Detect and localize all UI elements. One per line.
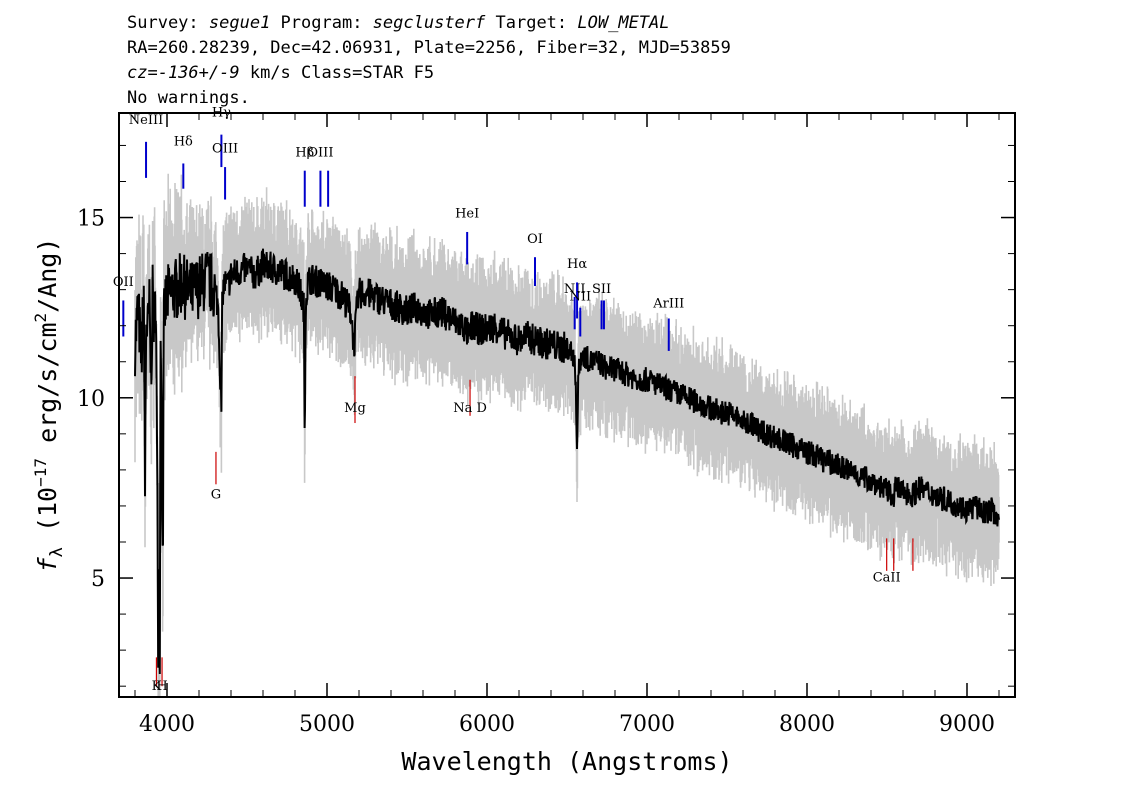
header-segment: cz=-136+/-9 bbox=[127, 63, 240, 83]
x-tick-label: 9000 bbox=[939, 712, 995, 737]
y-axis-title-part: f bbox=[33, 556, 62, 572]
absorption-line-label: Na D bbox=[453, 401, 487, 416]
emission-line-label: NeIII bbox=[129, 113, 163, 128]
x-tick-label: 5000 bbox=[299, 712, 355, 737]
emission-line-label: Hα bbox=[567, 257, 587, 272]
y-axis-title: fλ (10−17 erg/s/cm2/Ang) bbox=[31, 238, 67, 573]
flux-line bbox=[134, 248, 1000, 675]
emission-line-label: HeI bbox=[455, 207, 479, 222]
y-axis-title-part: 2 bbox=[31, 313, 50, 323]
x-tick-label: 7000 bbox=[619, 712, 675, 737]
emission-line-label: Hδ bbox=[174, 134, 193, 149]
y-axis-title-part: erg/s/cm bbox=[33, 323, 62, 458]
emission-line-label: SII bbox=[592, 282, 611, 297]
x-tick-label: 4000 bbox=[139, 712, 195, 737]
header: Survey: segue1 Program: segclusterf Targ… bbox=[127, 13, 731, 108]
x-axis-title: Wavelength (Angstroms) bbox=[401, 747, 732, 776]
absorption-line-label: H bbox=[156, 679, 167, 694]
header-coords-line: RA=260.28239, Dec=42.06931, Plate=2256, … bbox=[127, 38, 731, 58]
absorption-line-label: G bbox=[211, 488, 221, 503]
header-survey-line: Survey: segue1 Program: segclusterf Targ… bbox=[127, 13, 670, 33]
header-segment: Target: bbox=[485, 13, 577, 33]
emission-line-label: Hβ bbox=[295, 145, 314, 160]
y-tick-label: 5 bbox=[91, 567, 105, 592]
x-tick-label: 6000 bbox=[459, 712, 515, 737]
emission-line-label: OI bbox=[527, 232, 543, 247]
emission-line-label: ArIII bbox=[652, 297, 684, 312]
emission-line-label: NII bbox=[564, 282, 586, 297]
absorption-line-label: K bbox=[152, 679, 162, 694]
emission-line-label: OII bbox=[113, 275, 134, 290]
header-segment: Survey: bbox=[127, 13, 209, 33]
emission-line-label: NII bbox=[569, 289, 591, 304]
y-tick-label: 15 bbox=[77, 207, 105, 232]
header-redshift-line: cz=-136+/-9 km/s Class=STAR F5 bbox=[127, 63, 434, 83]
y-axis-title-part: λ bbox=[47, 547, 67, 557]
y-axis-title-part: −17 bbox=[31, 458, 50, 487]
header-segment: LOW_METAL bbox=[577, 13, 669, 33]
y-axis-title-part: /Ang) bbox=[33, 238, 62, 313]
header-segment: km/s Class=STAR F5 bbox=[240, 63, 434, 83]
emission-line-label: OIII bbox=[212, 142, 238, 157]
absorption-line-label: CaII bbox=[873, 571, 901, 586]
axis-ticks: 4000 5000 6000 7000 8000 9000 5 10 15 bbox=[77, 113, 1015, 737]
header-segment: segclusterf bbox=[373, 13, 486, 33]
plot-frame bbox=[118, 112, 1016, 698]
y-tick-label: 10 bbox=[77, 387, 105, 412]
plot-area bbox=[134, 173, 1000, 697]
header-segment: segue1 bbox=[209, 13, 270, 33]
header-segment: Program: bbox=[270, 13, 372, 33]
x-tick-label: 8000 bbox=[779, 712, 835, 737]
header-warnings-line: No warnings. bbox=[127, 88, 250, 108]
emission-line-label: OIII bbox=[307, 145, 333, 160]
absorption-line-label: Mg bbox=[344, 401, 366, 416]
y-axis-title-part: (10 bbox=[33, 487, 62, 547]
